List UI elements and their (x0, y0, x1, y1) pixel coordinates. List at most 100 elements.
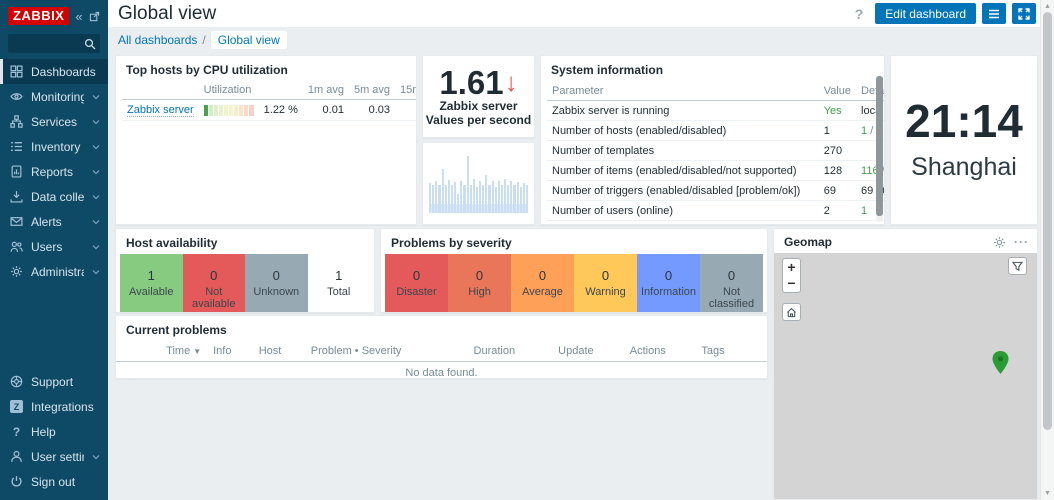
availability-blocks: 1 Available 0 Not available 0 Unknown 1 … (116, 254, 374, 312)
sidebar-item-support[interactable]: Support (0, 369, 108, 394)
inventory-icon (10, 140, 23, 153)
scroll-down-arrow[interactable]: ▼ (1044, 490, 1051, 497)
item-value: 1.61 (439, 63, 504, 101)
col-info: Info (207, 341, 253, 362)
page-title: Global view (118, 2, 217, 24)
sidebar-item-label: Alerts (31, 214, 62, 229)
services-icon (10, 115, 23, 128)
sidebar-footer-menu: Support Z Integrations ? Help User setti… (0, 369, 108, 494)
sidebar-item-dashboards[interactable]: Dashboards (0, 59, 108, 84)
panel-scrollbar-thumb[interactable] (876, 76, 883, 217)
map-filter-button[interactable] (1008, 257, 1027, 275)
sidebar-item-monitoring[interactable]: Monitoring (0, 84, 108, 109)
administration-icon (10, 265, 23, 278)
sidebar-item-administration[interactable]: Administration (0, 259, 108, 284)
availability-block-total: 1 Total (307, 254, 370, 312)
panel-graph (422, 142, 535, 225)
breadcrumb-all-dashboards[interactable]: All dashboards (118, 33, 198, 47)
reports-icon (10, 165, 23, 178)
pin-sidebar-icon[interactable] (89, 11, 100, 22)
dashboard-menu-button[interactable] (982, 3, 1006, 24)
chevron-down-icon (92, 218, 100, 226)
col-update: Update (552, 341, 624, 362)
user-icon (10, 450, 23, 463)
data-collection-icon (10, 190, 23, 203)
severity-block-average: 0 Average (511, 254, 574, 312)
severity-block-disaster: 0 Disaster (385, 254, 448, 312)
search-icon[interactable] (84, 38, 96, 50)
search-input[interactable] (14, 37, 84, 50)
sidebar-item-integrations[interactable]: Z Integrations (0, 394, 108, 419)
no-data-message: No data found. (116, 362, 767, 378)
edit-dashboard-button[interactable]: Edit dashboard (875, 3, 976, 24)
page-scrollbar-thumb[interactable] (1043, 12, 1052, 430)
col-utilization: Utilization (198, 81, 259, 100)
sidebar-search[interactable] (8, 34, 100, 53)
severity-block-high: 0 High (448, 254, 511, 312)
chevron-down-icon (92, 168, 100, 176)
panel-top-hosts: Top hosts by CPU utilization Utilization… (115, 55, 417, 225)
map-zoom-out-button[interactable]: − (782, 275, 801, 293)
panel-clock: 21:14 Shanghai (890, 55, 1038, 225)
support-icon (10, 375, 23, 388)
scroll-up-arrow[interactable]: ▲ (1044, 3, 1051, 10)
panel-title: Host availability (126, 236, 218, 250)
availability-block-not-available: 0 Not available (182, 254, 245, 312)
collapse-sidebar-icon[interactable]: « (75, 8, 83, 24)
col-15m-avg: 15m avg (395, 81, 416, 100)
sidebar-logo-row: ZABBIX « (0, 0, 108, 29)
sidebar-item-alerts[interactable]: Alerts (0, 209, 108, 234)
sidebar-item-label: Data collection (31, 189, 84, 204)
panel-scrollbar[interactable] (876, 76, 883, 222)
sidebar: ZABBIX « Dashboards Monitoring (0, 0, 108, 500)
sidebar-item-reports[interactable]: Reports (0, 159, 108, 184)
panel-geomap: Geomap ··· + − (773, 228, 1038, 500)
map-zoom-in-button[interactable]: + (782, 258, 801, 276)
fullscreen-button[interactable] (1012, 3, 1036, 24)
panel-title: System information (551, 63, 664, 77)
avg-15m-value: 0.00 (395, 99, 416, 121)
page-scrollbar[interactable]: ▲ ▼ (1040, 0, 1054, 500)
header-help-icon[interactable]: ? (854, 5, 864, 22)
table-row: Number of templates 270 (547, 140, 884, 161)
avg-1m-value: 0.01 (302, 99, 349, 121)
sidebar-item-user-settings[interactable]: User settings (0, 444, 108, 469)
sidebar-item-inventory[interactable]: Inventory (0, 134, 108, 159)
col-time[interactable]: Time ▼ (116, 341, 208, 362)
more-icon[interactable]: ··· (1014, 235, 1029, 249)
sidebar-item-label: Administration (31, 264, 84, 279)
sidebar-item-label: User settings (31, 449, 84, 464)
dashboards-icon (10, 65, 23, 78)
sidebar-item-sign-out[interactable]: Sign out (0, 469, 108, 494)
sign-out-icon (10, 475, 23, 488)
clock-city: Shanghai (911, 153, 1017, 181)
sidebar-item-users[interactable]: Users (0, 234, 108, 259)
host-link[interactable]: Zabbix server (127, 104, 194, 117)
col-tags: Tags (695, 341, 767, 362)
map-home-button[interactable] (782, 303, 801, 321)
item-value-host: Zabbix server (439, 98, 518, 113)
table-row: Required server performance, new values … (547, 220, 884, 224)
alerts-icon (10, 215, 23, 228)
panel-title: Geomap (784, 235, 833, 249)
zabbix-logo[interactable]: ZABBIX (8, 7, 70, 25)
panel-current-problems: Current problems Time ▼ Info Host Problem… (115, 315, 768, 379)
sidebar-item-label: Integrations (31, 399, 94, 414)
expand-icon (1018, 7, 1030, 20)
integrations-icon: Z (10, 400, 23, 413)
availability-block-unknown: 0 Unknown (245, 254, 308, 312)
availability-block-available: 1 Available (120, 254, 183, 312)
col-parameter: Parameter (547, 81, 819, 101)
sidebar-item-help[interactable]: ? Help (0, 419, 108, 444)
panel-title: Problems by severity (391, 236, 512, 250)
geomap-canvas[interactable]: + − (774, 253, 1037, 499)
map-marker-pin[interactable] (992, 351, 1009, 374)
sidebar-item-services[interactable]: Services (0, 109, 108, 134)
severity-blocks: 0 Disaster 0 High 0 Average 0 Warning 0 (381, 254, 767, 312)
chevron-down-icon (92, 193, 100, 201)
breadcrumb-current[interactable]: Global view (217, 33, 280, 47)
sidebar-item-data-collection[interactable]: Data collection (0, 184, 108, 209)
gear-icon[interactable] (993, 236, 1006, 249)
page-header: Global view ? Edit dashboard (108, 0, 1040, 27)
